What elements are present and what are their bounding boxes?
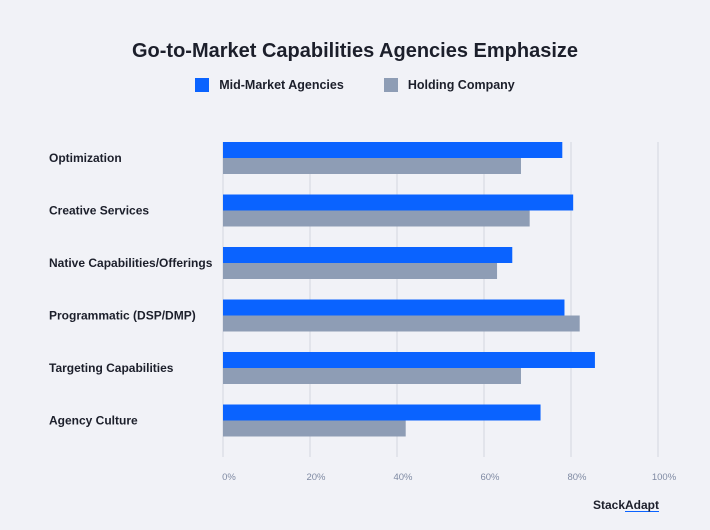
legend-item-mid-market: Mid-Market Agencies [195,78,344,92]
bar-mid-market [223,194,574,211]
x-tick-label: 0% [222,472,236,483]
chart-title: Go-to-Market Capabilities Agencies Empha… [131,40,579,62]
bar-mid-market [223,142,563,158]
bar-holding-company [223,315,580,332]
y-category-label: Optimization [49,151,122,165]
legend-item-holding-company: Holding Company [383,78,515,92]
y-category-label: Targeting Capabilities [49,361,174,375]
bar-holding-company [223,263,498,279]
y-category-label: Programmatic (DSP/DMP) [49,309,196,323]
stackadapt-logo: StackAdapt [593,498,659,512]
bar-mid-market [223,247,513,263]
bar-mid-market [223,352,595,368]
y-category-label: Creative Services [49,204,149,218]
x-tick-label: 40% [393,472,413,483]
bar-holding-company [223,420,406,437]
bar-holding-company [223,368,521,384]
legend-swatch-holding-company [383,78,398,92]
legend-label-holding-company: Holding Company [407,78,515,92]
logo-text-adapt: Adapt [625,498,659,512]
x-tick-label: 100% [652,472,677,483]
logo-text-stack: Stack [592,498,625,512]
bar-holding-company [223,158,521,174]
bar-mid-market [223,299,565,316]
legend-label-mid-market: Mid-Market Agencies [219,78,344,92]
legend: Mid-Market Agencies Holding Company [0,78,710,92]
x-tick-label: 20% [306,472,326,483]
bar-mid-market [223,404,541,421]
x-tick-label: 80% [567,472,587,483]
bar-holding-company [223,210,530,227]
x-tick-label: 60% [480,472,500,483]
y-category-label: Native Capabilities/Offerings [49,256,213,270]
legend-swatch-mid-market [195,78,210,92]
y-category-label: Agency Culture [49,414,138,428]
